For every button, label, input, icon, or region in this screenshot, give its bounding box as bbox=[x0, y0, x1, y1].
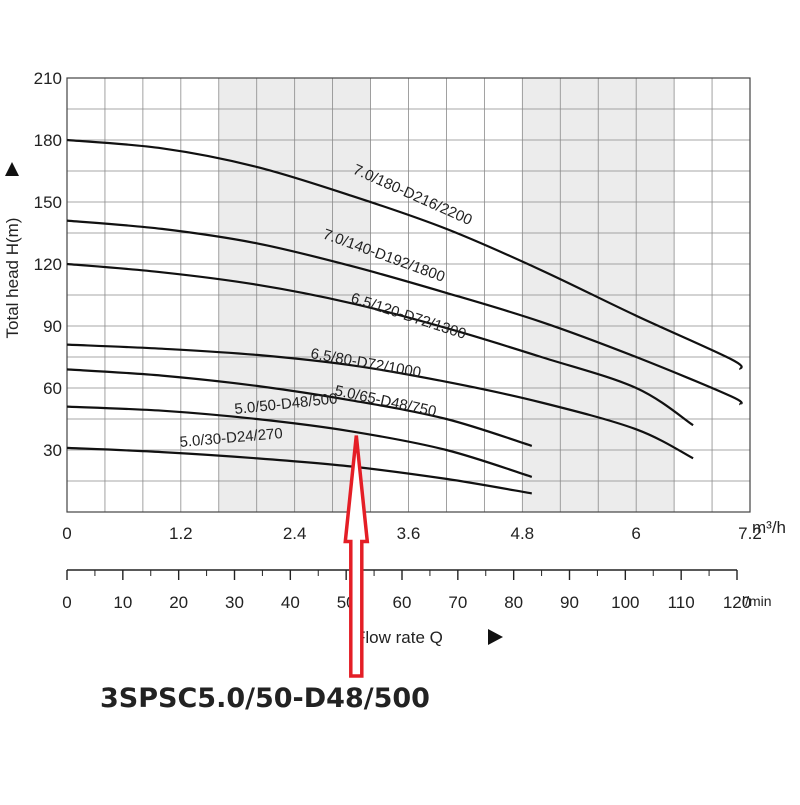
y-tick-labels: 30 60 90 120 150 180 210 bbox=[34, 69, 62, 460]
x-axis-unit: m³/h bbox=[752, 518, 786, 537]
x-tick-label: 7.2 bbox=[738, 524, 762, 543]
x2-tick-label: 60 bbox=[393, 593, 412, 612]
y-tick-label: 180 bbox=[34, 131, 62, 150]
x-tick-label: 1.2 bbox=[169, 524, 193, 543]
x-tick-label: 4.8 bbox=[511, 524, 535, 543]
x-tick-label: 6 bbox=[631, 524, 640, 543]
secondary-x-axis: 0 10 20 30 40 50 60 70 80 90 100 110 120 bbox=[62, 569, 751, 612]
x2-tick-label: 90 bbox=[560, 593, 579, 612]
x2-tick-label: 70 bbox=[448, 593, 467, 612]
y-tick-label: 120 bbox=[34, 255, 62, 274]
pump-curves bbox=[66, 138, 743, 495]
plot-frame bbox=[66, 77, 751, 513]
x2-tick-label: 30 bbox=[225, 593, 244, 612]
pump-curve-5 bbox=[66, 405, 533, 478]
y-tick-label: 150 bbox=[34, 193, 62, 212]
x-tick-label: 2.4 bbox=[283, 524, 307, 543]
x-tick-label: 3.6 bbox=[397, 524, 421, 543]
y-tick-label: 90 bbox=[43, 317, 62, 336]
x-tick-labels: 0 1.2 2.4 3.6 4.8 6 7.2 bbox=[62, 524, 762, 543]
pump-curve-2 bbox=[66, 262, 694, 427]
x2-tick-label: 110 bbox=[668, 593, 695, 612]
y-tick-label: 210 bbox=[34, 69, 62, 88]
x2-tick-label: 0 bbox=[62, 593, 71, 612]
x2-axis-unit: l/min bbox=[742, 593, 772, 609]
y-axis-title: Total head H(m) bbox=[3, 218, 22, 339]
x2-tick-label: 100 bbox=[611, 593, 639, 612]
x2-tick-label: 80 bbox=[504, 593, 523, 612]
annotation-arrow-shape bbox=[343, 435, 370, 678]
x2-tick-label: 120 bbox=[723, 593, 751, 612]
pump-curve-3 bbox=[66, 343, 694, 460]
x-axis-arrow-icon bbox=[488, 629, 503, 645]
y-tick-label: 30 bbox=[43, 441, 62, 460]
x2-tick-label: 40 bbox=[281, 593, 300, 612]
pump-curve-6 bbox=[66, 446, 532, 495]
y-tick-label: 60 bbox=[43, 379, 62, 398]
pump-curve-0 bbox=[66, 138, 743, 371]
pump-curve-4 bbox=[66, 368, 533, 447]
annotation-arrow-icon bbox=[343, 435, 370, 678]
x2-tick-label: 20 bbox=[169, 593, 188, 612]
x-axis-title: Flow rate Q bbox=[355, 628, 443, 647]
gridlines bbox=[66, 77, 751, 513]
pump-curve-1 bbox=[66, 219, 743, 406]
y-axis-arrow-icon bbox=[5, 162, 19, 176]
x-tick-label: 0 bbox=[62, 524, 71, 543]
product-model-label: 3SPSC5.0/50-D48/500 bbox=[100, 683, 430, 714]
x2-tick-label: 10 bbox=[113, 593, 132, 612]
